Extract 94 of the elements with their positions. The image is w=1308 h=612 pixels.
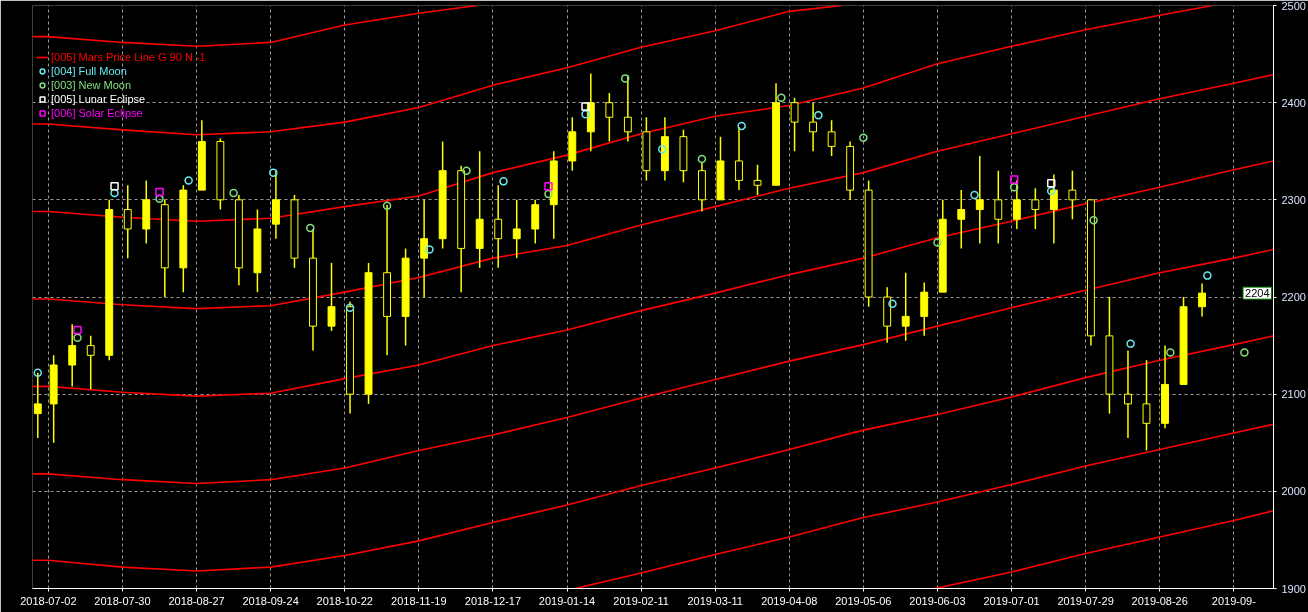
line-series (32, 5, 843, 136)
candlestick (901, 271, 910, 342)
point (1046, 179, 1056, 188)
point (110, 188, 119, 198)
point (697, 154, 707, 164)
y-tick-label: 2100 (1281, 388, 1306, 401)
x-tick-label: 2019-07-01 (983, 594, 1040, 607)
legend-label: [003] New Moon (51, 79, 132, 91)
point (888, 299, 897, 309)
point (1203, 271, 1212, 280)
legend-label: [005] Lunar Eclipse (51, 93, 146, 105)
legend-label: [006] Solar Eclipse (51, 107, 143, 119)
point (859, 133, 868, 142)
y-tick-label: 2400 (1281, 96, 1306, 109)
point (499, 177, 508, 186)
point (1009, 182, 1019, 192)
candlestick (1031, 187, 1040, 230)
y-tick-label: 2500 (1281, 0, 1306, 12)
x-tick-label: 2018-07-02 (20, 594, 77, 607)
point (1046, 186, 1056, 196)
x-tick-label: 2018-10-22 (316, 594, 373, 607)
candlestick (512, 199, 521, 259)
candlestick (605, 92, 614, 143)
line-series (32, 248, 1274, 485)
candlestick (494, 184, 503, 269)
point (155, 187, 164, 197)
x-tick-label: 2019-01-14 (538, 594, 596, 607)
point (544, 181, 553, 191)
x-tick-label: 2019-05-06 (835, 594, 892, 607)
point (1009, 175, 1019, 184)
point (229, 188, 238, 198)
point (970, 190, 979, 200)
point (73, 325, 82, 335)
point (544, 189, 553, 199)
point (1126, 339, 1135, 348)
candlestick (1124, 349, 1132, 439)
point (462, 166, 471, 175)
y-tick-label: 1900 (1281, 582, 1306, 595)
candlestick (1198, 282, 1206, 318)
point (155, 194, 164, 204)
candlestick (753, 164, 762, 196)
candlestick (123, 184, 132, 259)
legend-label: [005] Mars Price Line G 90 N -1 (51, 51, 206, 63)
candlestick (790, 97, 799, 152)
point (382, 201, 392, 210)
point (306, 223, 315, 233)
candlestick (827, 119, 836, 157)
x-tick-label: 2018-07-30 (94, 594, 151, 607)
point (345, 303, 355, 312)
x-tick-label: 2019-03-11 (687, 594, 743, 607)
point (110, 181, 119, 191)
x-tick-label: 2018-09-24 (242, 594, 299, 607)
point (933, 238, 942, 247)
x-tick-label: 2019-07-29 (1057, 594, 1114, 607)
point (777, 93, 786, 103)
y-tick-label: 2200 (1281, 291, 1306, 303)
point (737, 121, 746, 131)
point (581, 110, 590, 119)
point (658, 145, 667, 154)
line-series (32, 160, 1274, 397)
x-tick-label: 2018-08-27 (168, 594, 225, 607)
candlestick (327, 262, 336, 332)
x-tick-label: 2019-09- (1211, 594, 1257, 607)
legend-label: [004] Full Moon (51, 65, 127, 77)
candlestick (1068, 169, 1077, 221)
line-series (32, 5, 478, 48)
x-tick-label: 2019-02-11 (613, 594, 669, 607)
x-tick-label: 2018-12-17 (464, 594, 522, 607)
point (73, 333, 82, 343)
x-tick-label: 2019-06-03 (909, 594, 966, 607)
y-tick-label: 2000 (1281, 485, 1306, 498)
line-series (934, 509, 1274, 589)
point (620, 74, 630, 83)
y-tick-label: 2300 (1281, 193, 1306, 206)
candlestick (86, 335, 95, 391)
point (184, 176, 193, 185)
x-tick-label: 2019-04-08 (761, 594, 818, 607)
point (425, 245, 434, 254)
point (33, 368, 43, 378)
candlestick (1142, 359, 1151, 452)
candlestick (735, 126, 743, 191)
x-tick-label: 2019-08-26 (1131, 594, 1188, 607)
point (1089, 216, 1098, 225)
point (269, 168, 278, 177)
candlestick (957, 189, 966, 250)
point (581, 102, 590, 111)
x-tick-label: 2018-11-19 (391, 594, 447, 607)
annotation: 2204 (1245, 287, 1270, 300)
line-series (32, 335, 1274, 572)
point (1166, 348, 1175, 357)
candlestick (994, 169, 1003, 245)
point (1240, 348, 1249, 357)
line-series (574, 423, 1274, 589)
point (814, 111, 823, 120)
